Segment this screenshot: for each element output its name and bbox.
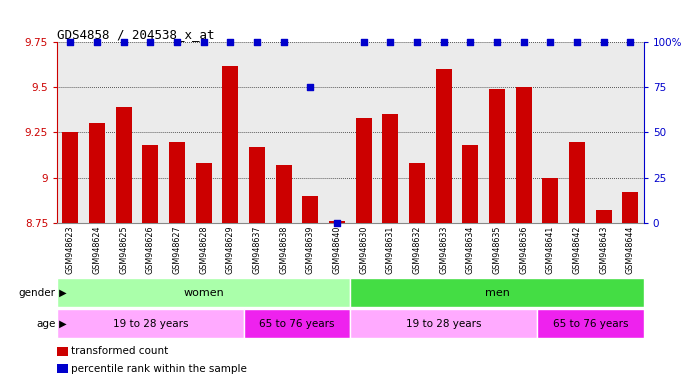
Bar [489,89,505,223]
Bar [303,195,319,223]
Point [491,39,503,45]
Text: percentile rank within the sample: percentile rank within the sample [71,364,247,374]
Point [278,39,290,45]
Point [91,39,102,45]
Text: ▶: ▶ [56,318,66,329]
Bar [569,142,585,223]
Bar [276,165,292,223]
Bar [622,192,638,223]
Bar [63,132,79,223]
Text: men: men [484,288,509,298]
Point [358,39,370,45]
Point [65,39,76,45]
Point [305,84,316,90]
Point [331,220,342,226]
Point [118,39,129,45]
Point [465,39,476,45]
Text: 65 to 76 years: 65 to 76 years [553,318,628,329]
Point [599,39,610,45]
Bar [596,210,612,223]
Bar [462,145,478,223]
Point [145,39,156,45]
Bar [116,107,132,223]
Bar [57,309,244,338]
Bar [196,163,212,223]
Bar [329,221,345,223]
Point [571,39,583,45]
Bar [537,309,644,338]
Point [171,39,182,45]
Point [225,39,236,45]
Bar [516,88,532,223]
Bar [382,114,398,223]
Text: age: age [36,318,56,329]
Bar [223,66,239,223]
Bar [143,145,159,223]
Bar [244,309,351,338]
Point [519,39,530,45]
Bar [57,278,351,307]
Bar [57,364,68,373]
Point [251,39,262,45]
Text: 19 to 28 years: 19 to 28 years [113,318,188,329]
Bar [356,118,372,223]
Text: 19 to 28 years: 19 to 28 years [406,318,482,329]
Point [385,39,396,45]
Bar [409,163,425,223]
Text: transformed count: transformed count [71,346,168,356]
Bar [436,70,452,223]
Text: gender: gender [19,288,56,298]
Point [545,39,556,45]
Bar [542,178,558,223]
Text: ▶: ▶ [56,288,66,298]
Text: 65 to 76 years: 65 to 76 years [260,318,335,329]
Point [438,39,450,45]
Bar [89,123,105,223]
Point [198,39,209,45]
Bar [169,142,185,223]
Bar [351,309,537,338]
Point [411,39,422,45]
Bar [249,147,265,223]
Bar [351,278,644,307]
Text: GDS4858 / 204538_x_at: GDS4858 / 204538_x_at [57,28,214,41]
Bar [57,347,68,356]
Point [625,39,636,45]
Text: women: women [183,288,224,298]
